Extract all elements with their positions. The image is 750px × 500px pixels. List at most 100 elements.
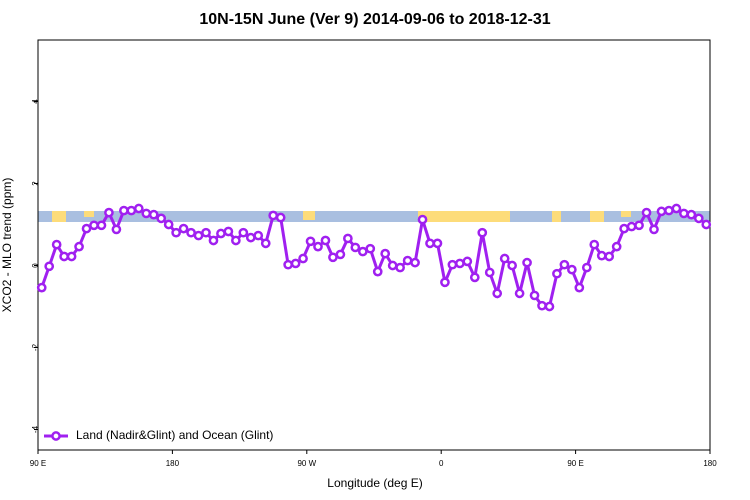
data-point	[171, 227, 181, 238]
x-tick-label: 180	[703, 459, 717, 468]
data-point	[156, 213, 167, 224]
data-point	[395, 262, 405, 273]
data-point	[514, 288, 525, 299]
data-point	[275, 212, 286, 223]
x-tick-label: 90 E	[30, 459, 46, 468]
data-point	[701, 219, 712, 230]
data-point	[440, 277, 450, 288]
data-point	[163, 219, 174, 230]
data-point	[59, 251, 69, 262]
legend-label: Land (Nadir&Glint) and Ocean (Glint)	[76, 428, 273, 442]
data-point	[111, 224, 122, 235]
data-point	[51, 239, 62, 250]
y-tick-label: 4	[31, 99, 40, 104]
data-point	[455, 258, 465, 269]
data-point	[119, 205, 129, 216]
data-point	[298, 253, 308, 264]
data-point	[619, 223, 629, 234]
data-point	[529, 290, 540, 301]
data-point	[313, 241, 323, 252]
data-point	[350, 242, 361, 253]
data-point	[596, 250, 607, 261]
y-tick-label: 0	[31, 263, 40, 268]
data-point	[425, 238, 435, 249]
data-point	[283, 259, 293, 270]
data-point	[402, 255, 413, 266]
data-point	[148, 209, 159, 220]
data-point	[574, 282, 585, 293]
data-point	[671, 203, 682, 214]
data-point	[656, 206, 667, 217]
data-point	[686, 209, 697, 220]
data-point	[89, 220, 99, 231]
y-axis-label: XCO2 - MLO trend (ppm)	[0, 178, 14, 313]
data-point	[193, 230, 204, 241]
data-point	[477, 227, 488, 238]
data-point	[328, 252, 338, 263]
data-point	[604, 251, 615, 262]
legend-marker	[51, 431, 61, 441]
data-point	[552, 268, 562, 279]
data-point	[410, 257, 420, 268]
data-point	[559, 259, 570, 270]
data-point	[611, 241, 622, 252]
data-point	[343, 233, 353, 244]
x-tick-label: 90 E	[567, 459, 583, 468]
data-point	[186, 227, 196, 238]
x-tick-label: 0	[439, 459, 444, 468]
data-point	[365, 243, 376, 254]
data-point	[484, 267, 495, 278]
data-point	[492, 288, 503, 299]
data-point	[641, 207, 652, 218]
data-point	[693, 213, 704, 224]
x-tick-label: 90 W	[297, 459, 316, 468]
data-point	[231, 235, 241, 246]
data-point	[44, 261, 55, 272]
data-point	[649, 224, 659, 235]
data-point	[253, 230, 264, 241]
data-point	[268, 210, 279, 221]
x-axis-label: Longitude (deg E)	[327, 476, 422, 490]
data-point	[216, 228, 226, 239]
data-point	[238, 227, 249, 238]
data-point	[447, 259, 458, 270]
data-point	[581, 262, 592, 273]
data-point	[66, 251, 77, 262]
data-point	[357, 246, 368, 257]
data-point	[380, 248, 391, 259]
data-point	[626, 221, 637, 232]
data-point	[96, 220, 107, 231]
data-point	[432, 238, 443, 249]
data-point	[387, 260, 398, 271]
data-point	[544, 301, 555, 312]
y-tick-label: -4	[31, 425, 40, 433]
data-point	[133, 203, 144, 214]
data-point	[507, 260, 517, 271]
data-point	[36, 282, 47, 293]
y-tick-label: -2	[31, 343, 40, 351]
data-point	[417, 214, 428, 225]
data-point	[537, 300, 547, 311]
data-point	[305, 236, 316, 247]
data-point	[664, 205, 674, 216]
data-point	[126, 205, 137, 216]
data-point	[372, 266, 383, 277]
y-tick-label: 2	[31, 181, 40, 186]
data-point	[81, 223, 92, 234]
data-point	[335, 249, 346, 260]
data-point	[634, 220, 644, 231]
data-point	[499, 253, 510, 264]
data-point	[223, 226, 234, 237]
data-point	[208, 235, 219, 246]
data-point	[679, 208, 689, 219]
data-point	[567, 264, 577, 275]
data-point	[290, 258, 301, 269]
data-point	[522, 257, 532, 268]
data-point	[320, 235, 331, 246]
data-point	[245, 232, 256, 243]
chart-title: 10N-15N June (Ver 9) 2014-09-06 to 2018-…	[199, 11, 550, 28]
data-point	[469, 272, 480, 283]
data-point	[141, 208, 152, 219]
data-point	[260, 238, 271, 249]
